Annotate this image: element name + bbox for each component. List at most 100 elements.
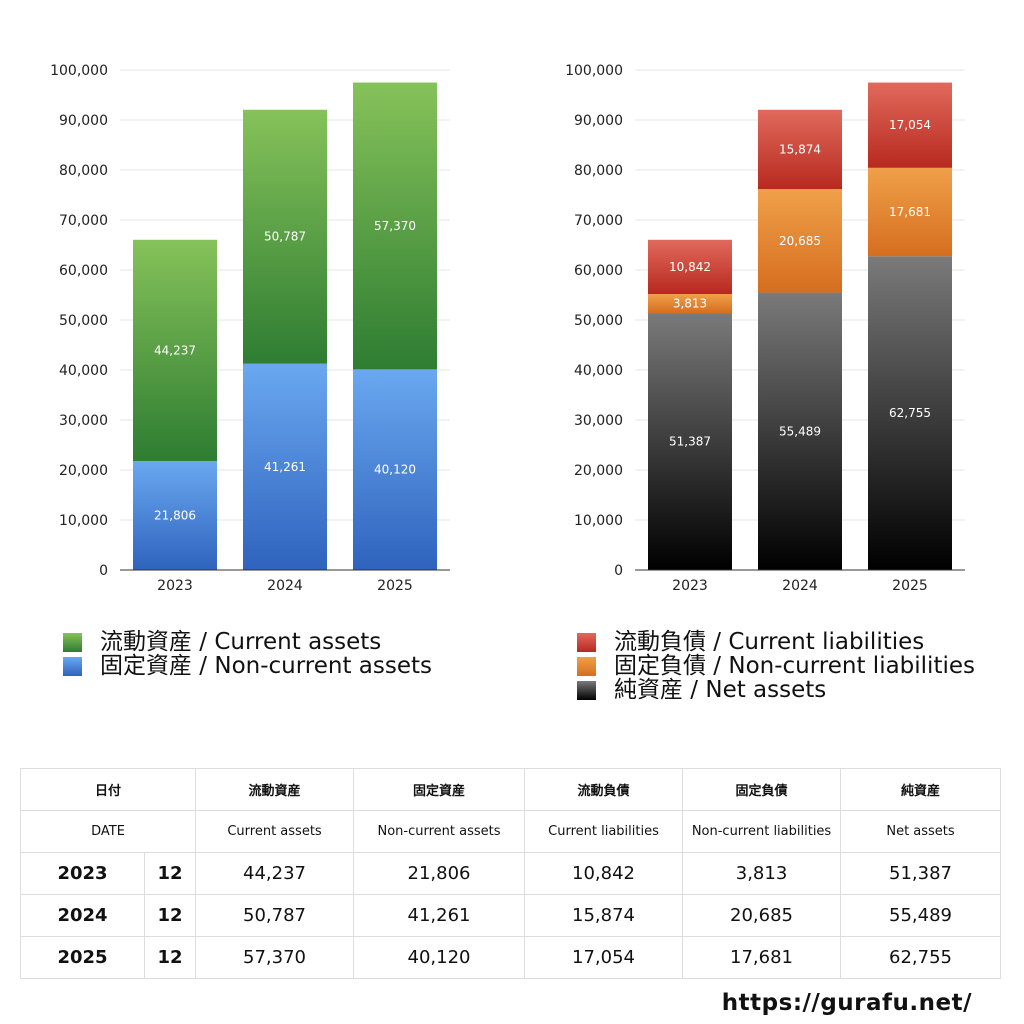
x-tick-label: 2024 [782, 578, 818, 594]
bar-data-label: 41,261 [264, 460, 306, 474]
bar-data-label: 10,842 [669, 260, 711, 274]
legend-swatch-current-assets [63, 632, 82, 652]
charts-canvas: 0 10,000 20,000 30,000 40,000 50,000 60,000 70,… [50, 63, 965, 594]
liabilities-legend: 流動負債 / Current liabilities 固定負債 / Non-cu… [577, 630, 975, 702]
legend-item-current-liabilities: 流動負債 / Current liabilities [577, 630, 975, 654]
assets-legend: 流動資産 / Current assets 固定資産 / Non-current… [63, 630, 432, 678]
cell-non-current-assets: 41,261 [353, 894, 526, 937]
bar-segment [133, 239, 217, 461]
header-date-en: DATE [19, 810, 197, 853]
legend-swatch-current-liabilities [577, 632, 596, 652]
row-year: 2024 [20, 894, 145, 937]
row-year: 2023 [20, 852, 145, 895]
assets-chart: 0 10,000 20,000 30,000 40,000 50,000 60,000 70,… [50, 63, 450, 594]
bar-segment [758, 109, 842, 190]
legend-label-non-current-liabilities: 固定負債 / Non-current liabilities [614, 653, 975, 679]
x-tick-label: 2025 [892, 578, 928, 594]
y-tick-label: 80,000 [59, 163, 108, 179]
bar-segment [133, 460, 217, 570]
bar-segment [353, 82, 437, 370]
y-tick-label: 40,000 [574, 363, 623, 379]
source-url[interactable]: https://gurafu.net/ [721, 990, 972, 1016]
row-month: 12 [143, 894, 197, 937]
y-tick-label: 60,000 [59, 263, 108, 279]
y-tick-label: 50,000 [59, 313, 108, 329]
bar-segment [648, 313, 732, 570]
x-tick-label: 2023 [672, 578, 708, 594]
cell-non-current-liabilities: 3,813 [682, 852, 842, 895]
y-tick-label: 40,000 [59, 363, 108, 379]
bar-data-label: 44,237 [154, 343, 196, 357]
bar-segment [243, 109, 327, 364]
legend-item-net-assets: 純資産 / Net assets [577, 678, 975, 702]
header-non-current-liabilities-jp: 固定負債 [682, 768, 842, 811]
x-tick-label: 2025 [377, 578, 413, 594]
table-header-row-en: DATE Current assets Non-current assets C… [19, 810, 1002, 853]
x-tick-label: 2023 [157, 578, 193, 594]
bar-segment [868, 256, 952, 570]
bar-segment [648, 239, 732, 294]
bar-data-label: 3,813 [673, 297, 707, 311]
y-tick-label: 30,000 [574, 413, 623, 429]
cell-current-liabilities: 17,054 [524, 936, 684, 979]
bar-data-label: 57,370 [374, 219, 416, 233]
y-tick-label: 100,000 [50, 63, 108, 79]
bar-data-label: 55,489 [779, 424, 821, 438]
y-tick-label: 60,000 [574, 263, 623, 279]
y-tick-label: 10,000 [574, 513, 623, 529]
bar-segment [868, 167, 952, 257]
y-tick-label: 10,000 [59, 513, 108, 529]
cell-current-assets: 50,787 [195, 894, 355, 937]
bar-data-label: 51,387 [669, 435, 711, 449]
x-tick-label: 2024 [267, 578, 303, 594]
header-current-liabilities-en: Current liabilities [524, 810, 684, 853]
bar-segment [353, 369, 437, 570]
header-current-assets-en: Current assets [195, 810, 355, 853]
cell-non-current-liabilities: 17,681 [682, 936, 842, 979]
legend-item-current-assets: 流動資産 / Current assets [63, 630, 432, 654]
header-current-liabilities-jp: 流動負債 [524, 768, 684, 811]
legend-label-current-assets: 流動資産 / Current assets [100, 629, 382, 655]
cell-non-current-liabilities: 20,685 [682, 894, 842, 937]
bar-data-label: 62,755 [889, 406, 931, 420]
cell-current-assets: 44,237 [195, 852, 355, 895]
header-net-assets-en: Net assets [840, 810, 1002, 853]
cell-current-liabilities: 15,874 [524, 894, 684, 937]
cell-current-assets: 57,370 [195, 936, 355, 979]
row-year: 2025 [20, 936, 145, 979]
header-current-assets-jp: 流動資産 [195, 768, 355, 811]
bar-data-label: 17,054 [889, 118, 931, 132]
legend-label-current-liabilities: 流動負債 / Current liabilities [614, 629, 925, 655]
header-net-assets-jp: 純資産 [840, 768, 1002, 811]
cell-net-assets: 55,489 [840, 894, 1002, 937]
bar-segment [758, 189, 842, 293]
cell-current-liabilities: 10,842 [524, 852, 684, 895]
y-tick-label: 20,000 [59, 463, 108, 479]
row-month: 12 [143, 852, 197, 895]
y-tick-label: 90,000 [574, 113, 623, 129]
bar-data-label: 50,787 [264, 230, 306, 244]
table-row: 2024 12 50,787 41,261 15,874 20,685 55,4… [20, 894, 1002, 937]
y-tick-label: 0 [614, 563, 623, 579]
cell-net-assets: 62,755 [840, 936, 1002, 979]
balance-sheet-table: 日付 流動資産 固定資産 流動負債 固定負債 純資産 DATE Current … [19, 768, 1002, 979]
header-non-current-assets-en: Non-current assets [353, 810, 526, 853]
cell-non-current-assets: 21,806 [353, 852, 526, 895]
bar-data-label: 20,685 [779, 234, 821, 248]
y-tick-label: 20,000 [574, 463, 623, 479]
legend-swatch-net-assets [577, 680, 596, 700]
row-month: 12 [143, 936, 197, 979]
y-tick-label: 70,000 [59, 213, 108, 229]
cell-non-current-assets: 40,120 [353, 936, 526, 979]
legend-swatch-non-current-assets [63, 656, 82, 676]
legend-swatch-non-current-liabilities [577, 656, 596, 676]
legend-label-net-assets: 純資産 / Net assets [614, 677, 827, 703]
table-row: 2025 12 57,370 40,120 17,054 17,681 62,7… [20, 936, 1002, 979]
legend-item-non-current-assets: 固定資産 / Non-current assets [63, 654, 432, 678]
y-tick-label: 50,000 [574, 313, 623, 329]
bar-segment [868, 82, 952, 168]
header-date-jp: 日付 [19, 768, 197, 811]
header-non-current-assets-jp: 固定資産 [353, 768, 526, 811]
header-non-current-liabilities-en: Non-current liabilities [682, 810, 842, 853]
bar-data-label: 15,874 [779, 142, 821, 156]
